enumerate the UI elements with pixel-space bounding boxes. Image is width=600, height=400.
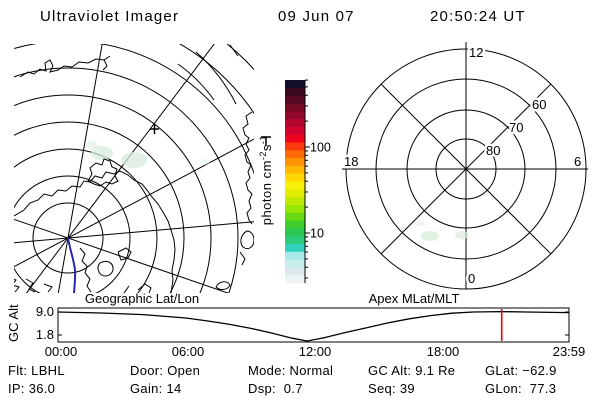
geographic-map-panel — [14, 44, 254, 293]
page-title: Ultraviolet Imager — [40, 8, 180, 25]
status-gcalt: GC Alt: 9.1 Re — [368, 363, 456, 378]
altitude-strip — [57, 307, 570, 343]
satellite-track — [67, 237, 77, 293]
status-door: Door: Open — [130, 363, 201, 378]
colorbar-tick-10: 10 — [310, 227, 324, 241]
mlt-label-12: 12 — [469, 45, 483, 60]
colorbar-ticks — [305, 79, 310, 279]
footprint-marker-icon — [150, 124, 159, 134]
altitude-curve — [57, 310, 570, 342]
mlat-label-70: 70 — [509, 120, 523, 135]
unit-exponent-2: -1 — [257, 135, 268, 145]
status-glon: GLon: 77.3 — [485, 381, 557, 396]
mlt-label-6: 6 — [574, 154, 581, 169]
colorbar-bands — [285, 80, 305, 284]
ytick-top: 9.0 — [36, 304, 54, 319]
colorbar: 100 10 — [285, 79, 331, 284]
mlat-label-60: 60 — [532, 97, 546, 112]
coastlines — [14, 44, 254, 293]
xtick-1200: 12:00 — [299, 344, 332, 359]
geo-map-caption: Geographic Lat/Lon — [85, 291, 199, 306]
unit-mid: s — [259, 144, 275, 152]
status-seq: Seq: 39 — [368, 381, 415, 396]
date-label: 09 Jun 07 — [278, 8, 355, 25]
mlt-label-18: 18 — [344, 154, 358, 169]
mlat-label-80: 80 — [486, 143, 500, 158]
apex-polar-panel — [342, 42, 588, 290]
aurora-patches-geo — [86, 141, 210, 168]
xtick-1800: 18:00 — [427, 344, 460, 359]
unit-exponent-1: -2 — [257, 151, 268, 161]
status-glat: GLat: −62.9 — [485, 363, 557, 378]
aurora-patches-apex — [416, 221, 469, 241]
mlt-label-0: 0 — [468, 271, 475, 286]
status-flt: Flt: LBHL — [8, 363, 65, 378]
time-label: 20:50:24 UT — [430, 8, 526, 25]
apex-plot-caption: Apex MLat/MLT — [369, 291, 460, 306]
ytick-bottom: 1.8 — [36, 327, 54, 342]
status-ip: IP: 36.0 — [8, 381, 56, 396]
colorbar-unit-label: photon cm-2s-1 — [258, 100, 274, 260]
status-mode: Mode: Normal — [248, 363, 334, 378]
strip-ylabel: GC Alt — [6, 304, 21, 342]
colorbar-tick-100: 100 — [310, 141, 331, 155]
status-dsp: Dsp: 0.7 — [248, 381, 303, 396]
xtick-0600: 06:00 — [172, 344, 205, 359]
xtick-2359: 23:59 — [553, 344, 586, 359]
edge-marker-icon — [261, 136, 271, 146]
unit-prefix: photon cm — [259, 160, 275, 226]
xtick-0000: 00:00 — [45, 344, 78, 359]
status-gain: Gain: 14 — [130, 381, 182, 396]
